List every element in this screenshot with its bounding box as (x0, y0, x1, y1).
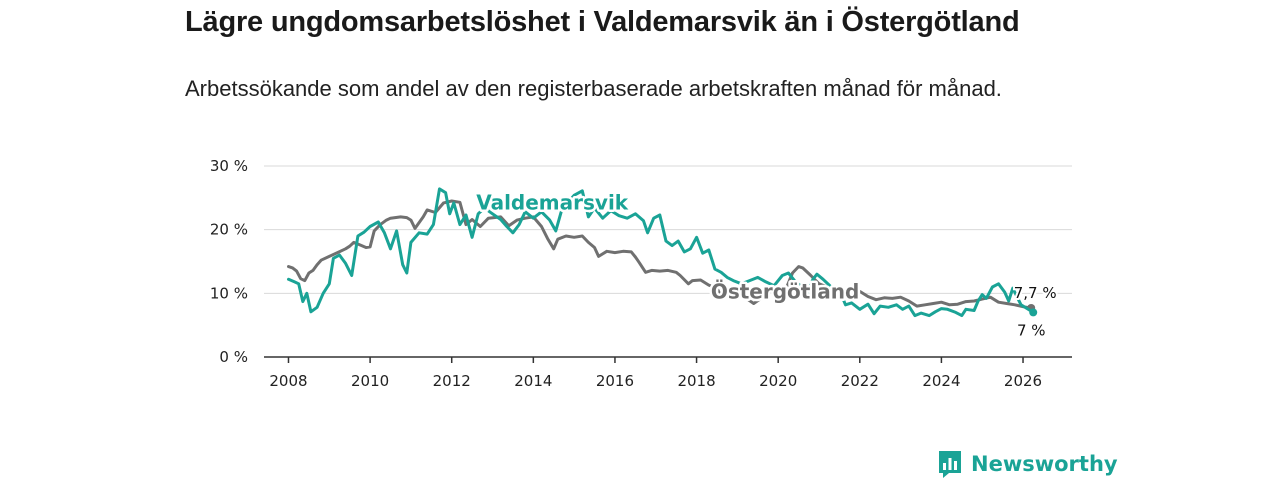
x-tick-label: 2020 (759, 372, 797, 390)
series-lines (287, 187, 1038, 318)
x-tick-label: 2026 (1004, 372, 1042, 390)
x-tick-label: 2016 (596, 372, 634, 390)
x-tick-label: 2014 (514, 372, 552, 390)
brand-name: Newsworthy (971, 452, 1118, 476)
end-label-ostergotland: 7,7 % (1014, 284, 1057, 302)
series-labels: Valdemarsvik Östergötland 7,7 % 7 % (474, 188, 1059, 342)
y-tick-label: 0 % (219, 348, 248, 366)
x-tick-label: 2018 (677, 372, 715, 390)
y-tick-label: 30 % (210, 157, 248, 175)
x-tick-label: 2008 (269, 372, 307, 390)
x-tick-label: 2022 (841, 372, 879, 390)
grid-lines (264, 165, 1072, 294)
series-line-valdemarsvik (287, 187, 1035, 318)
chart-subtitle: Arbetssökande som andel av den registerb… (185, 76, 1002, 101)
series-line-ostergotland (287, 199, 1033, 310)
series-label-valdemarsvik: Valdemarsvik (476, 190, 629, 214)
x-tick-label: 2010 (351, 372, 389, 390)
end-point-valdemarsvik (1029, 308, 1038, 317)
x-tick-label: 2024 (922, 372, 960, 390)
chart-title: Lägre ungdomsarbetslöshet i Valdemarsvik… (185, 6, 1020, 38)
line-chart: 0 % 10 % 20 % 30 % 2008 2010 2012 2014 2016 2018 2… (210, 157, 1072, 390)
end-label-valdemarsvik: 7 % (1017, 321, 1046, 339)
series-label-ostergotland: Östergötland (711, 279, 859, 303)
x-tick-label: 2012 (433, 372, 471, 390)
y-tick-label: 10 % (210, 284, 248, 302)
brand-logo: Newsworthy (937, 448, 1118, 480)
bar-chart-icon (939, 451, 961, 478)
axes: 0 % 10 % 20 % 30 % 2008 2010 2012 2014 2016 2018 2… (210, 157, 1072, 390)
y-tick-label: 20 % (210, 221, 248, 239)
